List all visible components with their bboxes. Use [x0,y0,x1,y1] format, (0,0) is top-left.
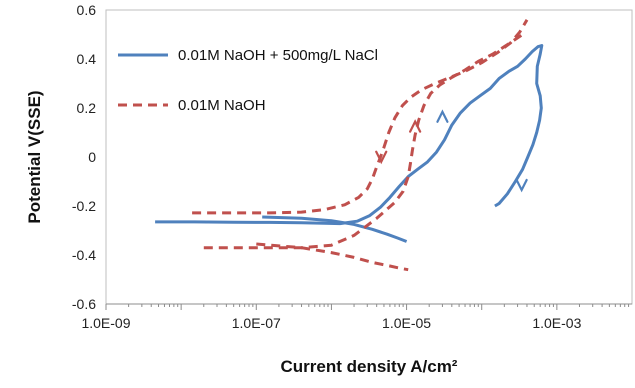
y-tick-label: -0.2 [72,198,96,214]
nacl-series-segment [262,215,408,243]
direction-arrow-up [409,119,422,133]
x-axis-title: Current density A/cm² [281,357,458,376]
y-tick-label: 0 [88,149,96,165]
direction-arrows [375,109,528,193]
legend-label-blend: 0.01M NaOH + 500mg/L NaCl [178,47,378,64]
legend: 0.01M NaOH + 500mg/L NaCl 0.01M NaOH [118,47,378,114]
x-tick-label: 1.0E-09 [81,315,130,331]
direction-arrow-down [375,150,388,165]
x-axis-minor-ticks [105,304,630,310]
x-tick-label: 1.0E-07 [232,315,281,331]
x-tick-label: 1.0E-05 [382,315,431,331]
series-layer [155,19,544,272]
naoh-series-segment [203,33,524,250]
legend-label-naoh: 0.01M NaOH [178,97,266,114]
y-tick-label: 0.2 [77,100,97,116]
y-tick-label: -0.6 [72,296,96,312]
nacl-series-segment [155,44,544,226]
direction-arrow-up [436,109,449,123]
direction-arrow-down [515,178,528,193]
y-axis-ticks: -0.6 -0.4 -0.2 0 0.2 0.4 0.6 [72,2,96,312]
y-tick-label: -0.4 [72,247,96,263]
x-axis-ticks: 1.0E-09 1.0E-07 1.0E-05 1.0E-03 [81,315,581,331]
y-axis-title: Potential V(SSE) [25,90,44,223]
naoh-series-segment [192,19,529,215]
naoh-series-segment [256,242,409,272]
y-tick-label: 0.6 [77,2,97,18]
x-tick-label: 1.0E-03 [532,315,581,331]
y-tick-label: 0.4 [77,51,97,67]
